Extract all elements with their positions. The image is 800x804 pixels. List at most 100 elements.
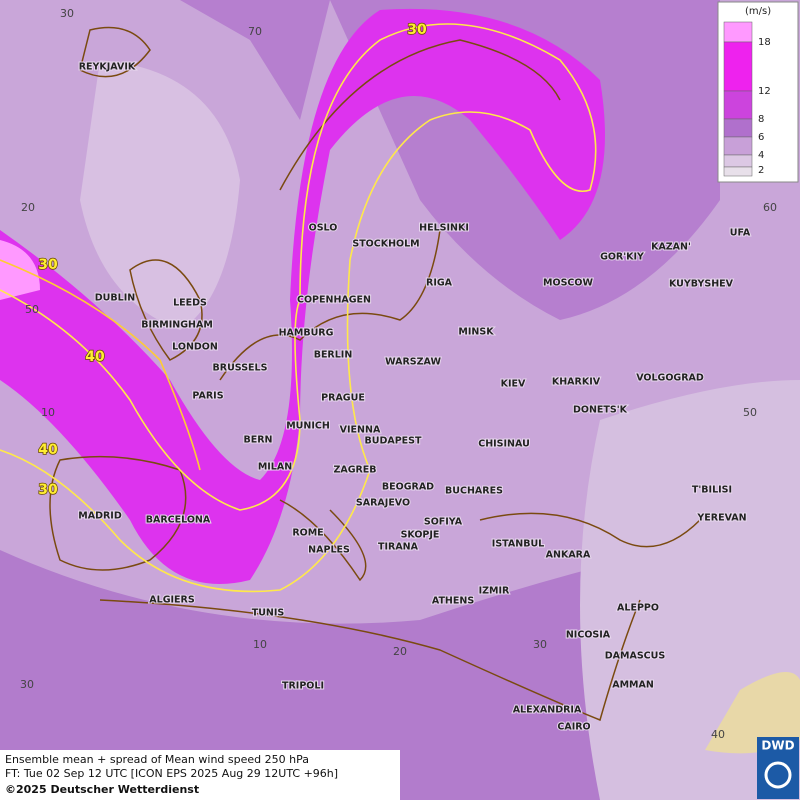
legend-swatch	[723, 41, 753, 92]
city-label: BRUSSELS	[213, 363, 268, 374]
city-label: DUBLIN	[95, 293, 135, 304]
legend-unit: (m/s)	[745, 6, 771, 17]
graticule-label: 70	[248, 25, 262, 38]
city-label: MOSCOW	[543, 278, 593, 289]
city-label: ALGIERS	[149, 595, 195, 606]
city-label: BIRMINGHAM	[141, 320, 213, 331]
city-label: PRAGUE	[321, 393, 365, 404]
city-label: ATHENS	[432, 596, 474, 607]
city-label: NICOSIA	[566, 630, 611, 641]
legend-swatch	[723, 154, 753, 168]
city-label: SOFIYA	[424, 517, 463, 528]
city-label: RIGA	[426, 278, 453, 289]
city-label: UFA	[730, 228, 751, 239]
city-label: KIEV	[501, 379, 526, 390]
city-label: ALEXANDRIA	[513, 705, 582, 716]
city-label: MADRID	[78, 511, 122, 522]
contour-label: 30	[38, 482, 58, 498]
city-label: KHARKIV	[552, 377, 601, 388]
graticule-label: 30	[533, 638, 547, 651]
legend-swatch	[723, 136, 753, 156]
city-label: KAZAN'	[651, 242, 691, 253]
city-label: IZMIR	[479, 586, 510, 597]
city-label: MILAN	[258, 462, 292, 473]
graticule-label: 40	[711, 728, 725, 741]
city-label: ROME	[292, 528, 323, 539]
city-label: ALEPPO	[617, 603, 659, 614]
city-label: BARCELONA	[146, 515, 211, 526]
logo-icon	[764, 761, 792, 789]
legend-label: 8	[758, 114, 764, 125]
city-label: COPENHAGEN	[297, 295, 371, 306]
legend: (m/s) 18 12 8 6 4 2	[717, 1, 799, 183]
city-label: STOCKHOLM	[352, 239, 419, 250]
legend-swatch	[723, 90, 753, 120]
caption-line: Ensemble mean + spread of Mean wind spee…	[5, 753, 309, 766]
graticule-label: 60	[763, 201, 777, 214]
legend-swatch	[723, 118, 753, 138]
city-label: DONETS'K	[573, 405, 628, 416]
field	[80, 60, 240, 330]
city-label: YEREVAN	[696, 513, 746, 524]
contour-label: 30	[38, 257, 58, 273]
coastlines	[49, 26, 701, 722]
city-label: PARIS	[192, 391, 223, 402]
city-label: DAMASCUS	[605, 651, 666, 662]
legend-swatch	[723, 21, 753, 43]
city-label: VOLGOGRAD	[636, 373, 704, 384]
graticule-label: 20	[393, 645, 407, 658]
city-label: HELSINKI	[419, 223, 469, 234]
legend-label: 18	[758, 37, 771, 48]
contours	[0, 23, 597, 593]
city-label: BUCHARES	[445, 486, 503, 497]
city-label: ZAGREB	[333, 465, 376, 476]
city-label: REYKJAVIK	[79, 62, 136, 73]
city-label: LEEDS	[173, 298, 207, 309]
legend-label: 6	[758, 132, 764, 143]
city-label: T'BILISI	[692, 485, 732, 496]
city-label: BERN	[244, 435, 273, 446]
city-label: ANKARA	[546, 550, 591, 561]
contour-label: 40	[85, 349, 105, 365]
graticule-label: 30	[20, 678, 34, 691]
graticule-label: 50	[25, 303, 39, 316]
city-label: ISTANBUL	[492, 539, 544, 550]
legend-swatch	[723, 166, 753, 177]
city-label: BEOGRAD	[382, 482, 434, 493]
field	[0, 0, 330, 120]
legend-label: 12	[758, 86, 771, 97]
city-label: MUNICH	[286, 421, 330, 432]
jet-stream	[0, 8, 605, 584]
logo-text: DWD	[761, 739, 794, 753]
city-label: NAPLES	[308, 545, 350, 556]
field	[0, 240, 40, 300]
city-label: TRIPOLI	[282, 681, 324, 692]
city-label: CAIRO	[557, 722, 590, 733]
city-label: KUYBYSHEV	[669, 279, 734, 290]
city-label: GOR'KIY	[600, 252, 644, 263]
graticule-label: 10	[253, 638, 267, 651]
legend-label: 2	[758, 165, 764, 176]
city-label: BERLIN	[314, 350, 353, 361]
city-label: MINSK	[458, 327, 494, 338]
city-label: OSLO	[309, 223, 338, 234]
logo	[757, 737, 799, 799]
caption-line: ©2025 Deutscher Wetterdienst	[5, 783, 199, 796]
city-label: TUNIS	[252, 608, 285, 619]
city-label: LONDON	[172, 342, 218, 353]
graticule-label: 20	[21, 201, 35, 214]
city-label: TIRANA	[378, 542, 419, 553]
graticule-label: 50	[743, 406, 757, 419]
city-label: BUDAPEST	[365, 436, 422, 447]
graticule-label: 30	[60, 7, 74, 20]
city-label: WARSZAW	[385, 357, 441, 368]
legend-label: 4	[758, 150, 764, 161]
city-label: SARAJEVO	[356, 498, 410, 509]
contour-label: 40	[38, 442, 58, 458]
contour-label: 30	[407, 22, 427, 38]
city-label: HAMBURG	[279, 328, 334, 339]
caption-box	[0, 750, 400, 800]
city-label: AMMAN	[612, 680, 654, 691]
